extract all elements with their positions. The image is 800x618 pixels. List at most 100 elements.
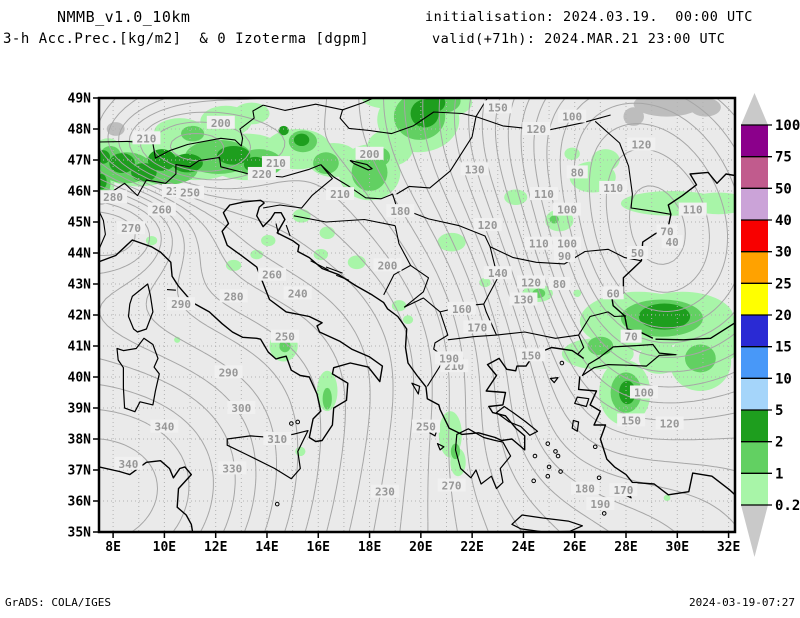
map-content: 340 340 330 310 300 290 290 280 280 270 260 230 250 2… <box>99 98 735 532</box>
svg-text:30E: 30E <box>666 540 689 555</box>
svg-text:120: 120 <box>660 418 680 431</box>
svg-text:270: 270 <box>442 480 462 493</box>
precip-shading <box>99 98 735 501</box>
svg-text:200: 200 <box>360 148 380 161</box>
svg-text:0.2: 0.2 <box>775 498 800 514</box>
svg-text:340: 340 <box>119 458 139 471</box>
svg-text:50: 50 <box>631 247 644 260</box>
svg-text:90: 90 <box>558 250 571 263</box>
svg-text:46N: 46N <box>68 185 92 200</box>
svg-text:120: 120 <box>526 123 546 136</box>
svg-text:80: 80 <box>553 278 566 291</box>
svg-text:47N: 47N <box>68 154 92 169</box>
svg-text:250: 250 <box>275 331 295 344</box>
svg-text:100: 100 <box>557 204 577 217</box>
model-title: NMMB_v1.0_10km <box>57 8 191 26</box>
svg-text:20E: 20E <box>409 540 432 555</box>
svg-text:2: 2 <box>775 435 783 451</box>
svg-text:100: 100 <box>562 111 582 124</box>
svg-text:48N: 48N <box>68 123 92 138</box>
svg-text:24E: 24E <box>512 540 535 555</box>
svg-text:70: 70 <box>660 225 673 238</box>
svg-text:200: 200 <box>378 259 398 272</box>
svg-text:10: 10 <box>775 371 792 387</box>
svg-text:280: 280 <box>224 290 244 303</box>
lon-axis-labels: 8E 10E 12E 14E 16E 18E 20E 22E 24E 26E 28E 30E 32E <box>105 540 740 555</box>
valid-time-label: valid(+71h): 2024.MAR.21 23:00 UTC <box>432 31 726 47</box>
svg-text:110: 110 <box>534 188 554 201</box>
svg-text:150: 150 <box>621 414 641 427</box>
svg-text:1: 1 <box>775 466 783 482</box>
svg-text:120: 120 <box>478 219 498 232</box>
svg-text:40: 40 <box>775 213 792 229</box>
svg-text:28E: 28E <box>614 540 637 555</box>
svg-text:290: 290 <box>171 298 191 311</box>
svg-text:220: 220 <box>252 168 272 181</box>
svg-text:14E: 14E <box>255 540 278 555</box>
svg-text:300: 300 <box>231 402 251 415</box>
svg-text:50: 50 <box>775 181 792 197</box>
svg-text:49N: 49N <box>68 92 92 107</box>
svg-text:190: 190 <box>590 498 610 511</box>
variable-subtitle: 3-h Acc.Prec.[kg/m2] & 0 Izoterma [dgpm] <box>3 31 370 47</box>
svg-text:100: 100 <box>557 238 577 251</box>
colorbar-top-triangle <box>741 93 768 125</box>
svg-text:250: 250 <box>416 421 436 434</box>
svg-text:37N: 37N <box>68 464 92 479</box>
svg-text:39N: 39N <box>68 402 92 417</box>
svg-text:40: 40 <box>666 236 679 249</box>
svg-text:170: 170 <box>467 321 487 334</box>
svg-text:110: 110 <box>683 204 703 217</box>
svg-text:290: 290 <box>219 366 239 379</box>
svg-text:260: 260 <box>152 204 172 217</box>
svg-text:18E: 18E <box>358 540 381 555</box>
svg-text:110: 110 <box>603 182 623 195</box>
svg-text:12E: 12E <box>204 540 227 555</box>
svg-text:150: 150 <box>521 349 541 362</box>
svg-text:250: 250 <box>180 187 200 200</box>
svg-text:38N: 38N <box>68 433 92 448</box>
svg-text:210: 210 <box>330 188 350 201</box>
svg-text:45N: 45N <box>68 216 92 231</box>
svg-text:10E: 10E <box>153 540 176 555</box>
svg-text:120: 120 <box>631 139 651 152</box>
svg-text:110: 110 <box>529 238 549 251</box>
svg-text:120: 120 <box>521 276 541 289</box>
svg-text:5: 5 <box>775 403 783 419</box>
svg-text:210: 210 <box>266 157 286 170</box>
grads-credit: GrADS: COLA/IGES <box>5 596 111 609</box>
colorbar-bottom-triangle <box>741 505 768 557</box>
svg-text:30: 30 <box>775 245 792 261</box>
map-frame <box>97 96 737 534</box>
svg-text:44N: 44N <box>68 247 92 262</box>
svg-text:35N: 35N <box>68 526 92 541</box>
svg-text:80: 80 <box>571 166 584 179</box>
svg-text:240: 240 <box>288 287 308 300</box>
svg-text:32E: 32E <box>717 540 740 555</box>
svg-text:70: 70 <box>625 331 638 344</box>
svg-text:200: 200 <box>211 117 231 130</box>
svg-text:20: 20 <box>775 308 792 324</box>
svg-text:8E: 8E <box>105 540 121 555</box>
svg-text:280: 280 <box>103 191 123 204</box>
svg-text:180: 180 <box>575 483 595 496</box>
svg-text:260: 260 <box>262 269 282 282</box>
svg-text:160: 160 <box>452 303 472 316</box>
generation-timestamp: 2024-03-19-07:27 <box>689 596 795 609</box>
svg-text:150: 150 <box>488 101 508 114</box>
svg-text:60: 60 <box>607 287 620 300</box>
contour-value-labels: 340 340 330 310 300 290 290 280 280 270 260 230 250 2… <box>99 100 707 511</box>
axis-ticks <box>93 97 730 538</box>
svg-text:170: 170 <box>614 484 634 497</box>
svg-text:16E: 16E <box>307 540 330 555</box>
svg-text:190: 190 <box>439 352 459 365</box>
svg-text:130: 130 <box>513 294 533 307</box>
svg-text:26E: 26E <box>563 540 586 555</box>
svg-text:100: 100 <box>775 118 800 134</box>
svg-text:270: 270 <box>121 222 141 235</box>
svg-text:22E: 22E <box>460 540 483 555</box>
svg-text:15: 15 <box>775 340 792 356</box>
svg-text:41N: 41N <box>68 340 92 355</box>
